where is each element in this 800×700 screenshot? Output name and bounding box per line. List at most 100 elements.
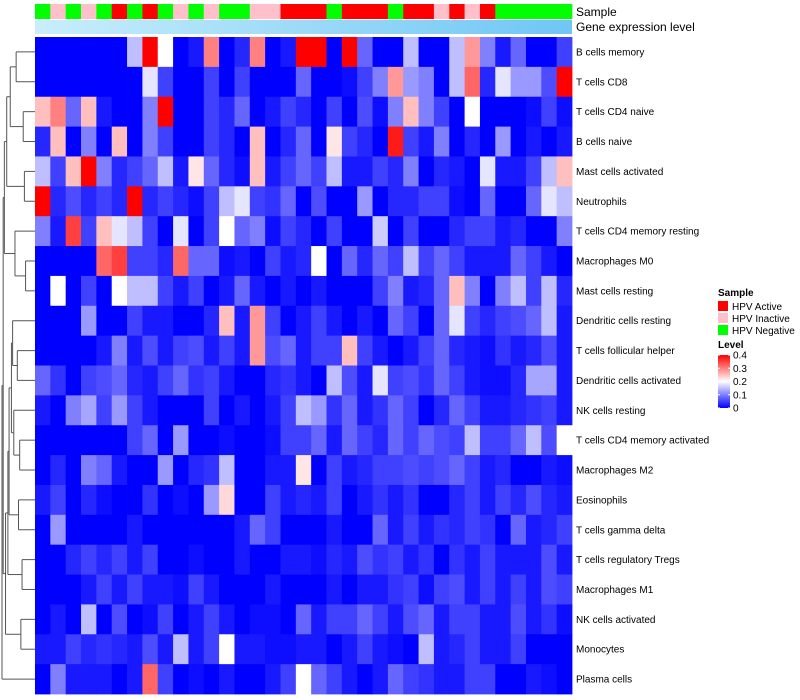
heatmap-cell	[65, 425, 82, 456]
heatmap-cell	[403, 574, 419, 605]
heatmap-cell	[479, 96, 496, 127]
heatmap-cell	[188, 395, 205, 426]
heatmap-cell	[372, 186, 389, 217]
heatmap-cell	[35, 514, 51, 546]
row-label: NK cells resting	[576, 406, 645, 417]
heatmap-cell	[449, 634, 465, 665]
heatmap-cell	[403, 484, 419, 516]
heatmap-cell	[311, 664, 327, 695]
sample-annotation-cell	[203, 4, 220, 19]
heatmap-cell	[556, 66, 573, 98]
heatmap-cell	[556, 514, 573, 546]
heatmap-cell	[35, 335, 51, 366]
heatmap-cell	[341, 664, 358, 695]
sample-annotation-cell	[510, 4, 527, 19]
level-tick-label: 0	[733, 404, 739, 415]
heatmap-cell	[357, 425, 373, 456]
heatmap-cell	[142, 455, 159, 486]
heatmap-cell	[479, 395, 496, 426]
heatmap-cell	[372, 275, 389, 307]
heatmap-cell	[357, 634, 373, 665]
heatmap-cell	[495, 664, 512, 695]
sample-annotation-cell	[525, 4, 542, 19]
heatmap-cell	[127, 216, 143, 247]
heatmap-cell	[295, 126, 312, 157]
heatmap-cell	[372, 514, 389, 546]
heatmap-cell	[127, 305, 143, 337]
heatmap-cell	[203, 365, 220, 396]
heatmap-cell	[541, 186, 558, 217]
heatmap-cell	[157, 484, 174, 516]
gene-expression-track	[35, 20, 572, 34]
heatmap-cell	[219, 455, 235, 486]
heatmap-cell	[403, 425, 419, 456]
heatmap-cell	[203, 66, 220, 98]
heatmap-cell	[541, 574, 558, 605]
heatmap-cell	[50, 574, 67, 605]
heatmap-cell	[280, 514, 297, 546]
sample-annotation-cell	[35, 4, 51, 19]
heatmap-cell	[219, 126, 235, 157]
heatmap-cell	[142, 275, 159, 307]
sample-annotation-cell	[433, 4, 450, 19]
heatmap-cell	[219, 425, 235, 456]
heatmap-cell	[510, 634, 527, 665]
heatmap-cell	[127, 395, 143, 426]
heatmap-cell	[495, 246, 512, 277]
heatmap-cell	[479, 544, 496, 575]
heatmap-cell	[387, 335, 404, 366]
heatmap-cell	[495, 514, 512, 546]
heatmap-cell	[510, 335, 527, 366]
heatmap-cell	[96, 395, 113, 426]
heatmap-cell	[541, 455, 558, 486]
heatmap-cell	[556, 305, 573, 337]
heatmap-cell	[341, 544, 358, 575]
heatmap-cell	[341, 66, 358, 98]
sample-annotation-cell	[173, 4, 189, 19]
heatmap-cell	[295, 186, 312, 217]
heatmap-cell	[464, 664, 481, 695]
heatmap-cell	[433, 455, 450, 486]
heatmap-cell	[357, 66, 373, 98]
row-labels: B cells memory T cells CD8 T cells CD4 nai…	[576, 47, 709, 685]
heatmap-cell	[127, 156, 143, 187]
heatmap-cell	[418, 275, 435, 307]
heatmap-cell	[525, 365, 542, 396]
sample-annotation-cell	[479, 4, 496, 19]
heatmap-cell	[326, 335, 343, 366]
sample-annotation-cell	[295, 4, 312, 19]
heatmap-cell	[96, 484, 113, 516]
heatmap-cell	[525, 425, 542, 456]
heatmap-cell	[265, 335, 281, 366]
heatmap-cell	[418, 544, 435, 575]
heatmap-cell	[234, 275, 251, 307]
heatmap-cell	[510, 305, 527, 337]
heatmap-cell	[280, 156, 297, 187]
heatmap-cell	[96, 365, 113, 396]
heatmap-cell	[311, 395, 327, 426]
heatmap-cell	[127, 96, 143, 127]
heatmap-cell	[81, 186, 97, 217]
heatmap-cell	[111, 365, 128, 396]
heatmap-cell	[111, 216, 128, 247]
heatmap-cell	[479, 126, 496, 157]
heatmap-cell	[234, 365, 251, 396]
heatmap-cell	[280, 664, 297, 695]
heatmap-cell	[111, 544, 128, 575]
heatmap-cell	[326, 395, 343, 426]
heatmap-cell	[173, 634, 189, 665]
heatmap-cell	[357, 365, 373, 396]
heatmap-cell	[188, 216, 205, 247]
heatmap-cell	[188, 484, 205, 516]
heatmap-cell	[81, 126, 97, 157]
heatmap-cell	[541, 484, 558, 516]
heatmap-cell	[495, 37, 512, 68]
heatmap-cell	[479, 604, 496, 635]
heatmap-cell	[280, 216, 297, 247]
heatmap-cell	[35, 37, 51, 68]
heatmap-cell	[96, 96, 113, 127]
heatmap-cell	[203, 395, 220, 426]
heatmap-cell	[249, 126, 266, 157]
heatmap-cell	[280, 126, 297, 157]
sample-annotation-cell	[449, 4, 465, 19]
